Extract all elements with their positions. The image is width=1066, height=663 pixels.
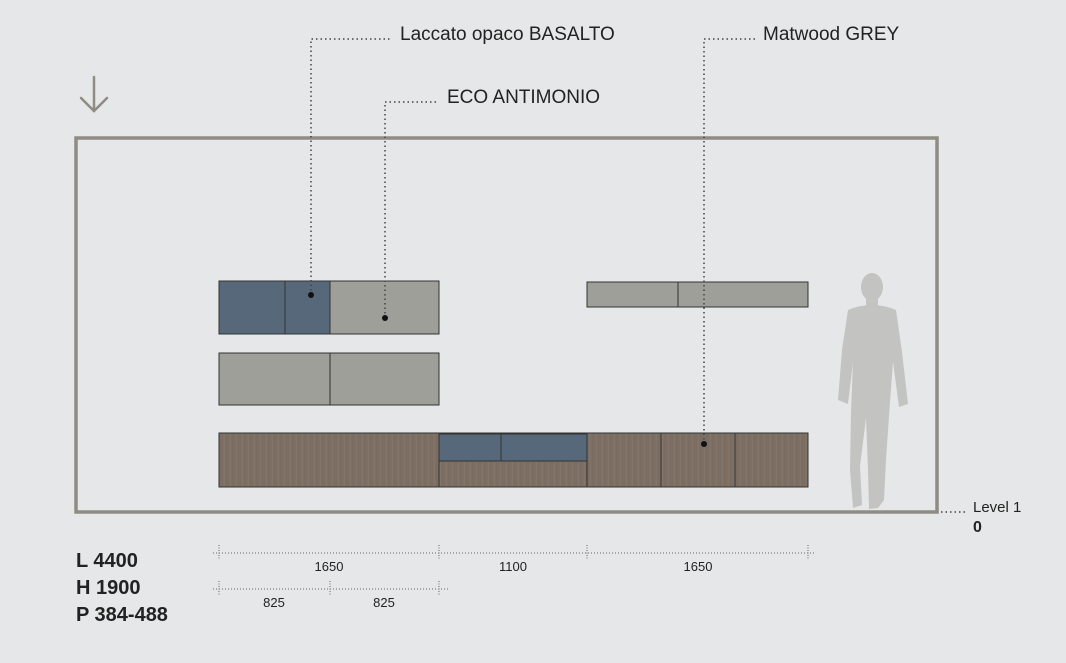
leader-lines — [310, 38, 968, 513]
wall-cabinet-middle-left — [218, 352, 440, 406]
dim-top-3: 1650 — [684, 559, 713, 574]
dim-bottom-1: 825 — [263, 595, 285, 610]
label-basalto: Laccato opaco BASALTO — [400, 24, 615, 45]
dimension-ticks — [218, 545, 809, 596]
down-arrow-icon — [79, 75, 109, 113]
level-label: Level 1 — [973, 499, 1021, 516]
wall-shelf-right — [586, 281, 809, 308]
person-silhouette — [838, 273, 908, 509]
leader-dots — [308, 292, 707, 447]
spec-depth: P 384-488 — [76, 604, 168, 626]
spec-length: L 4400 — [76, 550, 138, 572]
dim-bottom-2: 825 — [373, 595, 395, 610]
dim-top-2: 1100 — [499, 559, 527, 574]
label-matwood-grey: Matwood GREY — [763, 24, 900, 45]
overall-dimensions: L 4400 H 1900 P 384-488 — [76, 548, 168, 629]
dim-top-1: 1650 — [315, 559, 344, 574]
level-value: 0 — [973, 519, 982, 536]
label-antimonio: ECO ANTIMONIO — [447, 87, 600, 108]
wall-cabinet-upper-left — [218, 280, 440, 335]
spec-height: H 1900 — [76, 577, 141, 599]
base-units — [218, 432, 809, 488]
dimension-lines — [213, 552, 816, 590]
wall-frame — [74, 136, 939, 514]
